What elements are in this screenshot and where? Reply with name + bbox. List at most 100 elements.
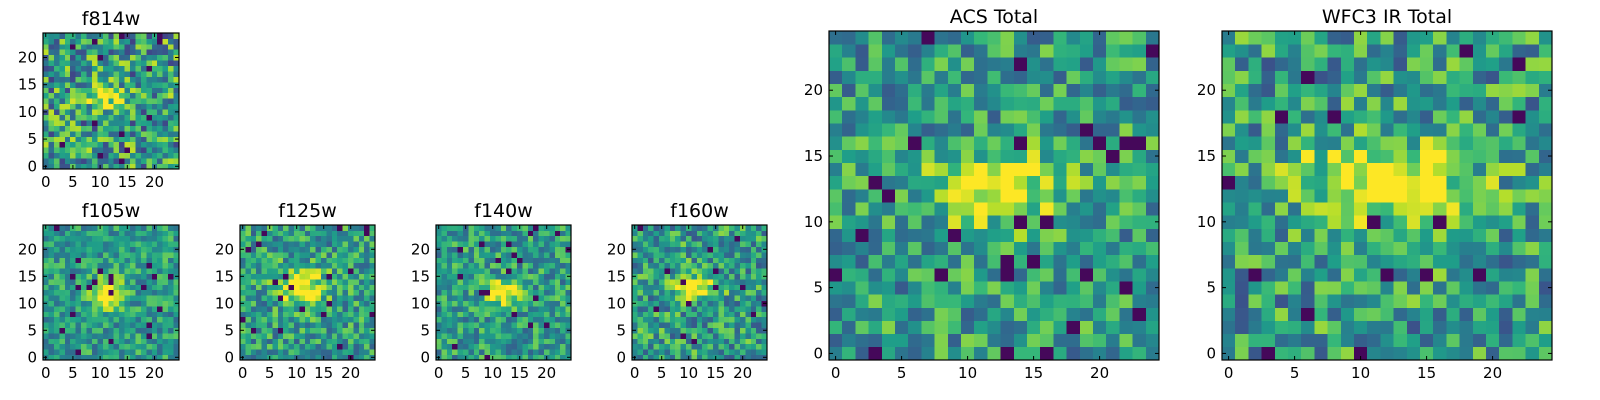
heatmap-cell: [70, 300, 77, 307]
heatmap-cell: [468, 338, 475, 345]
heatmap-cell: [947, 96, 962, 111]
heatmap-cell: [637, 279, 644, 285]
heatmap-cell: [686, 289, 692, 296]
heatmap-cell: [723, 252, 730, 258]
heatmap-cell: [113, 327, 120, 334]
heatmap-cell: [500, 306, 507, 312]
heatmap-cell: [97, 43, 104, 50]
heatmap-cell: [348, 246, 354, 253]
heatmap-cell: [102, 43, 109, 50]
heatmap-cell: [1380, 96, 1394, 111]
heatmap-cell: [59, 43, 66, 50]
heatmap-cell: [299, 306, 306, 312]
heatmap-cell: [718, 230, 725, 237]
heatmap-cell: [168, 49, 174, 56]
heatmap-cell: [86, 230, 93, 237]
heatmap-cell: [686, 306, 692, 312]
heatmap-cell: [91, 252, 98, 258]
heatmap-cell: [1288, 307, 1302, 321]
heatmap-cell: [463, 311, 469, 318]
heatmap-cell: [538, 246, 545, 253]
heatmap-cell: [75, 65, 82, 72]
heatmap-cell: [511, 306, 518, 312]
heatmap-cell: [146, 54, 153, 61]
heatmap-cell: [1235, 281, 1249, 295]
heatmap-cell: [124, 230, 131, 237]
heatmap-cell: [75, 71, 82, 77]
heatmap-cell: [97, 130, 104, 137]
heatmap-cell: [961, 44, 975, 58]
heatmap-cell: [961, 109, 975, 124]
heatmap-cell: [102, 289, 109, 296]
heatmap-cell: [168, 81, 174, 88]
heatmap-cell: [490, 279, 496, 285]
heatmap-cell: [868, 109, 883, 124]
heatmap-cell: [1301, 346, 1315, 361]
heatmap-cell: [59, 279, 66, 285]
heatmap-cell: [1093, 136, 1107, 150]
heatmap-cell: [119, 268, 125, 274]
heatmap-cell: [729, 230, 735, 237]
heatmap-cell: [304, 316, 311, 323]
heatmap-cell: [48, 279, 55, 285]
heatmap-cell: [452, 343, 458, 350]
heatmap-cell: [135, 152, 142, 159]
heatmap-cell: [59, 76, 66, 83]
heatmap-cell: [718, 262, 725, 269]
heatmap-cell: [97, 235, 104, 242]
heatmap-cell: [1274, 281, 1289, 295]
heatmap-cell: [102, 311, 109, 318]
heatmap-cell: [108, 60, 115, 67]
heatmap-cell: [729, 241, 735, 247]
heatmap-cell: [740, 257, 746, 264]
heatmap-cell: [500, 252, 507, 258]
heatmap-cell: [124, 152, 131, 159]
heatmap-cell: [723, 289, 730, 296]
heatmap-cell: [119, 306, 125, 312]
heatmap-cell: [490, 327, 496, 334]
heatmap-cell: [146, 268, 153, 274]
heatmap-cell: [245, 252, 252, 258]
heatmap-cell: [538, 235, 545, 242]
heatmap-cell: [240, 262, 246, 269]
heatmap-cell: [124, 38, 131, 45]
heatmap-cell: [70, 38, 77, 45]
heatmap-cell: [1093, 175, 1107, 190]
heatmap-cell: [1512, 307, 1526, 321]
heatmap-cell: [947, 281, 962, 295]
heatmap-cell: [146, 109, 153, 115]
heatmap-cell: [245, 262, 252, 269]
heatmap-cell: [1406, 83, 1421, 98]
heatmap-cell: [337, 322, 343, 328]
heatmap-cell: [277, 333, 284, 339]
heatmap-cell: [680, 279, 687, 285]
heatmap-cell: [648, 241, 654, 247]
heatmap-cell: [554, 246, 561, 253]
heatmap-cell: [91, 38, 98, 45]
heatmap-cell: [267, 273, 273, 280]
heatmap-cell: [130, 158, 136, 164]
heatmap-cell: [146, 273, 153, 280]
heatmap-cell: [554, 349, 561, 355]
heatmap-cell: [745, 311, 752, 318]
heatmap-cell: [59, 273, 66, 280]
heatmap-cell: [70, 343, 77, 350]
heatmap-cell: [1512, 346, 1526, 361]
heatmap-cell: [463, 279, 469, 285]
heatmap-cell: [441, 338, 448, 345]
heatmap-cell: [707, 257, 714, 264]
x-tick-label: 10: [679, 364, 698, 382]
heatmap-cell: [1446, 228, 1460, 242]
heatmap-cell: [64, 262, 71, 269]
heatmap-cell: [331, 246, 338, 253]
heatmap-cell: [168, 262, 174, 269]
heatmap-cell: [59, 349, 66, 355]
heatmap-cell: [272, 333, 279, 339]
heatmap-cell: [632, 262, 638, 269]
heatmap-cell: [538, 333, 545, 339]
heatmap-cell: [102, 306, 109, 312]
heatmap-cell: [1288, 254, 1302, 269]
heatmap-cell: [1327, 294, 1342, 308]
heatmap-cell: [495, 349, 502, 355]
heatmap-cell: [240, 311, 246, 318]
